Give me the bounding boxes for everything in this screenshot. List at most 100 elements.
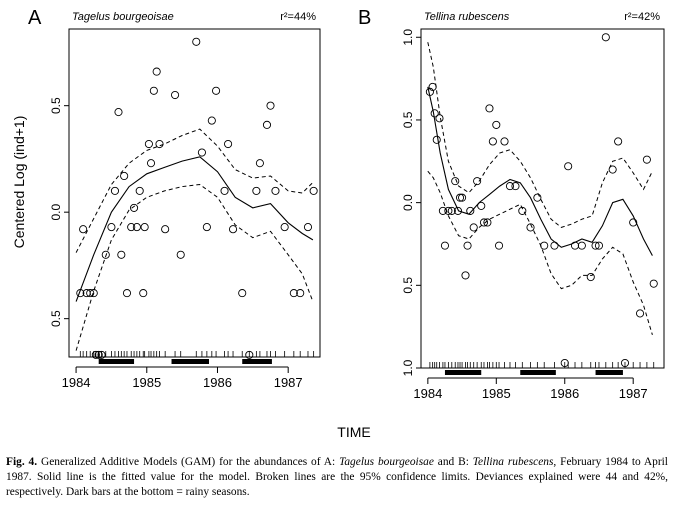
x-tick-label: 1985 (132, 375, 161, 390)
data-point (451, 177, 460, 186)
data-point (280, 223, 289, 232)
panel-b-points (425, 33, 658, 368)
data-point (428, 82, 437, 91)
data-point (494, 241, 504, 250)
panel-a: A Tagelus bourgeoisae r²=44% 0.5 0.0 0.5 1… (28, 7, 321, 390)
panel-a-gam-lines (75, 128, 314, 351)
panel-a-plot-frame (68, 28, 321, 358)
data-point (477, 201, 486, 210)
panel-b-rainy-seasons (444, 370, 623, 375)
data-point (435, 114, 444, 123)
data-point (238, 289, 247, 298)
data-point (570, 241, 580, 250)
upper-confidence-line (75, 128, 314, 253)
panel-a-letter: A (28, 7, 42, 29)
panel-b: B Tellina rubescens r²=42% 1.00.50.00.51… (358, 7, 665, 401)
data-point (271, 186, 280, 195)
data-point (161, 225, 170, 234)
data-point (492, 120, 501, 129)
data-point (425, 87, 434, 96)
data-point (591, 241, 600, 250)
data-point (649, 279, 658, 288)
data-point (444, 206, 453, 215)
data-point (550, 241, 559, 250)
caption-figure-number: Fig. 4. (6, 456, 38, 468)
rainy-season-bar (98, 359, 135, 364)
data-point (107, 223, 116, 232)
caption-text-3: , February 1984 to April 1987. Solid lin… (6, 456, 668, 498)
data-point (252, 186, 261, 195)
x-tick-label: 1987 (274, 375, 303, 390)
data-point (533, 193, 542, 202)
panel-b-species-title: Tellina rubescens (424, 11, 510, 23)
rainy-season-bar (242, 359, 272, 364)
data-point (101, 250, 110, 259)
data-point (526, 223, 535, 232)
fitted-line (75, 156, 314, 302)
data-point (447, 206, 456, 215)
panel-a-points (76, 37, 318, 359)
rainy-season-bar (171, 359, 209, 364)
data-point (620, 358, 630, 368)
data-point (505, 182, 515, 191)
data-point (228, 225, 238, 234)
data-point (432, 135, 441, 144)
data-point (220, 186, 229, 195)
data-point (76, 289, 85, 298)
data-point (207, 116, 216, 125)
y-tick-label: 0.5 (401, 277, 415, 294)
y-tick-label: 1.0 (401, 29, 415, 46)
panel-a-r2-label: r²=44% (280, 11, 316, 23)
y-tick-label: 0.5 (49, 97, 63, 114)
panel-b-x-axis: 1984 1985 1986 1987 (413, 377, 648, 401)
data-point (473, 177, 482, 186)
data-point (469, 223, 478, 232)
panel-b-rug (429, 362, 655, 368)
panel-a-y-axis: 0.5 0.0 0.5 (49, 97, 69, 327)
data-point (642, 155, 651, 164)
x-tick-label: 1984 (62, 375, 91, 390)
data-point (440, 241, 450, 250)
data-point (114, 108, 123, 117)
rainy-season-bar (595, 370, 623, 375)
data-point (132, 223, 141, 232)
y-tick-label: 0.5 (49, 310, 63, 327)
data-point (614, 137, 623, 146)
rainy-season-bar (520, 370, 556, 375)
caption-text-1: Generalized Additive Models (GAM) for th… (37, 456, 340, 468)
data-point (89, 289, 98, 298)
caption-species-a: Tagelus bourgeoisae (339, 456, 434, 468)
panel-a-rainy-seasons (98, 359, 272, 364)
data-point (500, 137, 509, 146)
data-point (511, 182, 520, 191)
data-point (518, 206, 527, 215)
caption-text-2: and B: (433, 456, 473, 468)
panel-b-y-axis: 1.0 0.5 0.0 0.5 1.0 (401, 29, 421, 376)
data-point (635, 309, 645, 318)
y-tick-label: 0.0 (49, 204, 63, 221)
data-point (140, 223, 149, 232)
panel-a-species-title: Tagelus bourgeoisae (72, 11, 174, 23)
data-point (438, 206, 447, 215)
data-point (560, 358, 569, 368)
data-point (212, 86, 221, 95)
data-point (144, 139, 153, 149)
y-tick-label: 0.0 (401, 194, 415, 211)
data-point (152, 67, 161, 76)
figure-caption: Fig. 4. Generalized Additive Models (GAM… (6, 455, 668, 500)
data-point (86, 289, 95, 298)
panel-a-x-axis: 1984 1985 1986 1987 (62, 366, 303, 390)
data-point (171, 90, 180, 100)
data-point (197, 148, 206, 157)
data-point (455, 193, 465, 202)
data-point (564, 162, 573, 171)
data-point (120, 171, 129, 181)
data-point (483, 218, 492, 227)
data-point (129, 203, 139, 212)
data-point (601, 33, 610, 42)
x-tick-label: 1984 (413, 386, 442, 401)
data-point (266, 101, 275, 110)
y-axis-label: Centered Log (ind+1) (11, 116, 27, 249)
data-point (224, 139, 233, 149)
panel-b-letter: B (358, 7, 371, 29)
